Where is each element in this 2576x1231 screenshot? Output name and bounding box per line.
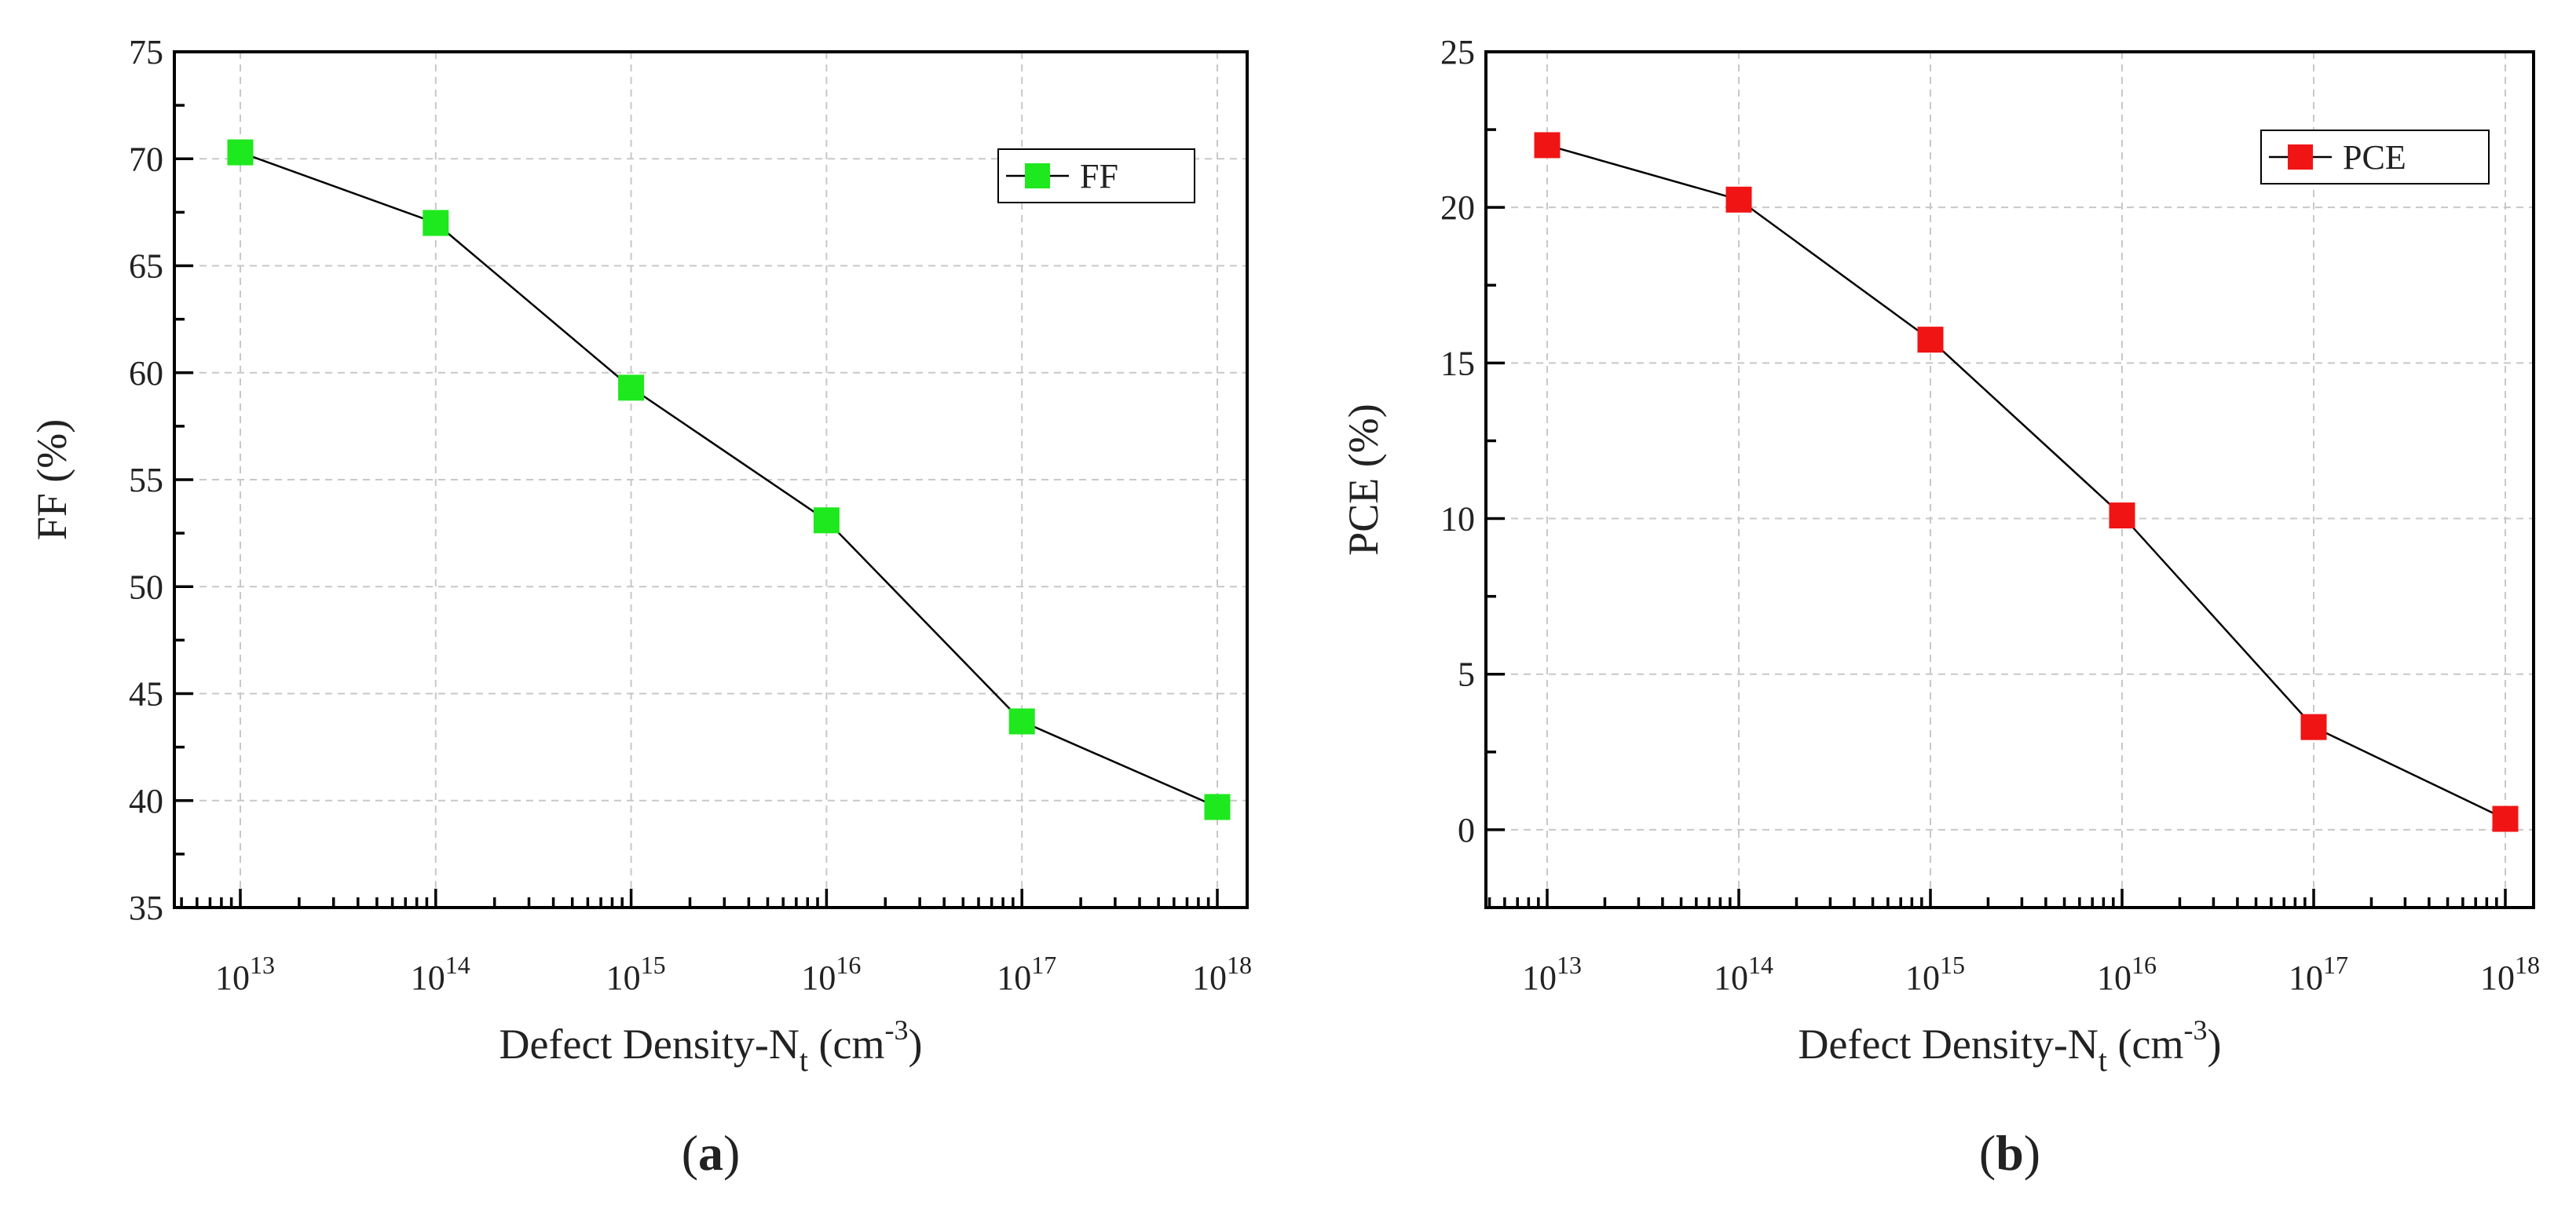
x-axis-title-sup: -3 <box>2183 1014 2207 1046</box>
x-tick-label: 1017 <box>2289 951 2348 997</box>
data-point-marker <box>813 507 840 534</box>
y-tick-label: 75 <box>129 33 163 71</box>
data-point-marker <box>618 374 645 401</box>
x-axis-title-sup: -3 <box>884 1014 908 1046</box>
plot-frame <box>1484 50 2535 909</box>
x-axis-title-main: Defect Density-N <box>499 1021 800 1068</box>
x-axis-title-main: Defect Density-N <box>1798 1021 2098 1068</box>
x-axis-title: Defect Density-Nt (cm-3) <box>1798 1014 2222 1078</box>
x-axis-title-unit-open: (cm <box>2107 1021 2183 1068</box>
x-tick-exponent: 15 <box>1940 951 1965 979</box>
y-tick-label: 70 <box>129 140 163 178</box>
data-point-marker <box>227 139 254 166</box>
x-tick-exponent: 14 <box>445 951 470 979</box>
panel-label: (b) <box>1979 1125 2040 1181</box>
y-tick-label: 55 <box>129 461 163 499</box>
x-tick-exponent: 14 <box>1748 951 1773 979</box>
y-tick-label: 25 <box>1440 33 1475 71</box>
x-axis-title-unit-close: ) <box>908 1021 922 1068</box>
x-tick-label: 1015 <box>1905 951 1965 997</box>
x-tick-label: 1016 <box>2097 951 2157 997</box>
data-point-marker <box>2109 502 2135 529</box>
y-axis-title: FF (%) <box>28 419 75 541</box>
data-point-marker <box>1917 327 1944 353</box>
x-axis-title-unit-open: (cm <box>808 1021 884 1068</box>
y-tick-label: 10 <box>1440 500 1475 539</box>
x-tick-label: 1018 <box>1192 951 1252 997</box>
data-point-marker <box>2300 714 2327 740</box>
legend-marker <box>1025 163 1050 188</box>
y-tick-label: 20 <box>1440 188 1475 227</box>
x-axis-title-unit-close: ) <box>2207 1021 2221 1068</box>
x-tick-label: 1013 <box>1522 951 1582 997</box>
x-tick-label: 1016 <box>801 951 861 997</box>
x-tick-label: 1018 <box>2480 951 2540 997</box>
data-point-marker <box>1204 794 1231 820</box>
data-point-marker <box>2492 805 2519 832</box>
data-point-marker <box>423 210 449 236</box>
x-tick-exponent: 18 <box>1227 951 1252 979</box>
x-tick-label: 1015 <box>606 951 666 997</box>
x-tick-exponent: 16 <box>836 951 861 979</box>
legend-marker <box>2288 144 2313 170</box>
x-axis-title-sub: t <box>800 1043 808 1078</box>
x-tick-exponent: 13 <box>1557 951 1582 979</box>
data-point-marker <box>1725 186 1752 213</box>
y-tick-label: 15 <box>1440 344 1475 382</box>
data-point-marker <box>1534 132 1561 159</box>
panel-a-chart: 35 40 45 50 55 60 65 70 75 1013 1014 1015 1016 1017 10… <box>28 33 1252 1181</box>
data-point-marker <box>1008 708 1035 735</box>
x-tick-exponent: 13 <box>250 951 275 979</box>
x-tick-exponent: 17 <box>2323 951 2348 979</box>
x-tick-label: 1014 <box>411 951 470 997</box>
legend-label: PCE <box>2343 138 2406 177</box>
y-tick-label: 60 <box>129 354 163 393</box>
y-tick-label: 50 <box>129 568 163 606</box>
y-tick-label: 40 <box>129 782 163 820</box>
y-tick-label: 35 <box>129 889 163 927</box>
panel-letter: a <box>698 1125 723 1181</box>
x-tick-exponent: 18 <box>2515 951 2540 979</box>
y-tick-label: 0 <box>1458 811 1475 849</box>
x-tick-exponent: 17 <box>1031 951 1056 979</box>
x-axis-title: Defect Density-Nt (cm-3) <box>499 1014 923 1078</box>
x-axis-title-sub: t <box>2098 1043 2107 1078</box>
x-tick-exponent: 15 <box>641 951 666 979</box>
x-tick-label: 1017 <box>997 951 1056 997</box>
series-line-pce <box>1546 144 2506 820</box>
legend-label: FF <box>1080 157 1118 195</box>
panel-label: (a) <box>682 1125 741 1181</box>
x-tick-exponent: 16 <box>2131 951 2157 979</box>
series-line-ff <box>240 151 1218 809</box>
x-tick-label: 1013 <box>215 951 275 997</box>
y-axis-title: PCE (%) <box>1340 404 1387 555</box>
y-tick-label: 5 <box>1458 656 1475 694</box>
y-tick-label: 45 <box>129 675 163 714</box>
x-tick-label: 1014 <box>1714 951 1773 997</box>
y-tick-label: 65 <box>129 247 163 286</box>
panel-letter: b <box>1996 1125 2024 1181</box>
